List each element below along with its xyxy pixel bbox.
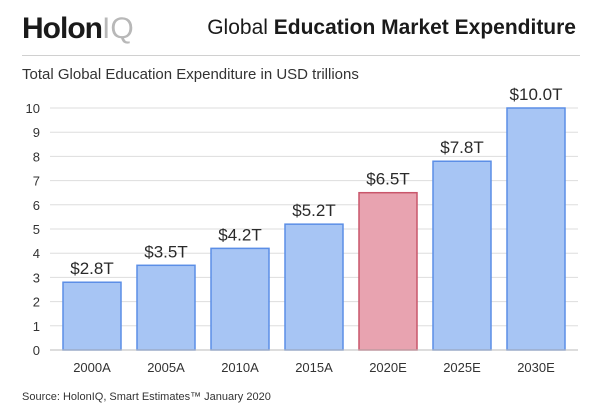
data-label-2020E: $6.5T — [366, 170, 409, 189]
x-tick-label-2000A: 2000A — [73, 360, 111, 375]
y-tick-label-2: 2 — [33, 295, 40, 310]
bar-2025E — [432, 160, 492, 351]
bar-2015A — [284, 223, 344, 351]
y-tick-label-10: 10 — [26, 101, 40, 116]
title-bold: Education Market Expenditure — [273, 16, 576, 39]
x-tick-label-2005A: 2005A — [147, 360, 185, 375]
source-note: Source: HolonIQ, Smart Estimates™ Januar… — [22, 391, 271, 403]
title-light: Global — [207, 16, 274, 39]
x-tick-label-2020E: 2020E — [369, 360, 407, 375]
header-divider — [22, 55, 580, 56]
x-tick-label-2010A: 2010A — [221, 360, 259, 375]
y-tick-label-6: 6 — [33, 198, 40, 213]
bar-2000A — [62, 281, 122, 351]
logo-suffix: IQ — [101, 12, 134, 45]
y-tick-label-3: 3 — [33, 270, 40, 285]
data-label-2005A: $3.5T — [144, 242, 187, 261]
logo-main: Holon — [22, 12, 103, 45]
chart-title: Global Education Market Expenditure — [207, 16, 576, 40]
header: HolonIQ Global Education Market Expendit… — [0, 0, 602, 58]
bar-2020E — [358, 191, 418, 351]
data-label-2030E: $10.0T — [510, 85, 563, 104]
y-tick-label-9: 9 — [33, 125, 40, 140]
bar-2030E — [506, 107, 566, 351]
x-tick-label-2030E: 2030E — [517, 360, 555, 375]
bar-2005A — [136, 264, 196, 351]
y-tick-label-7: 7 — [33, 174, 40, 189]
data-label-2015A: $5.2T — [292, 201, 335, 220]
y-tick-label-1: 1 — [33, 319, 40, 334]
chart-subtitle: Total Global Education Expenditure in US… — [22, 66, 359, 83]
y-tick-label-0: 0 — [33, 343, 40, 358]
bar-2010A — [210, 247, 270, 351]
y-tick-label-4: 4 — [33, 246, 40, 261]
x-tick-label-2015A: 2015A — [295, 360, 333, 375]
holoniq-logo: HolonIQ — [22, 12, 134, 46]
data-label-2000A: $2.8T — [70, 259, 113, 278]
y-tick-label-5: 5 — [33, 222, 40, 237]
y-tick-label-8: 8 — [33, 149, 40, 164]
x-tick-label-2025E: 2025E — [443, 360, 481, 375]
data-label-2010A: $4.2T — [218, 225, 261, 244]
data-label-2025E: $7.8T — [440, 138, 483, 157]
